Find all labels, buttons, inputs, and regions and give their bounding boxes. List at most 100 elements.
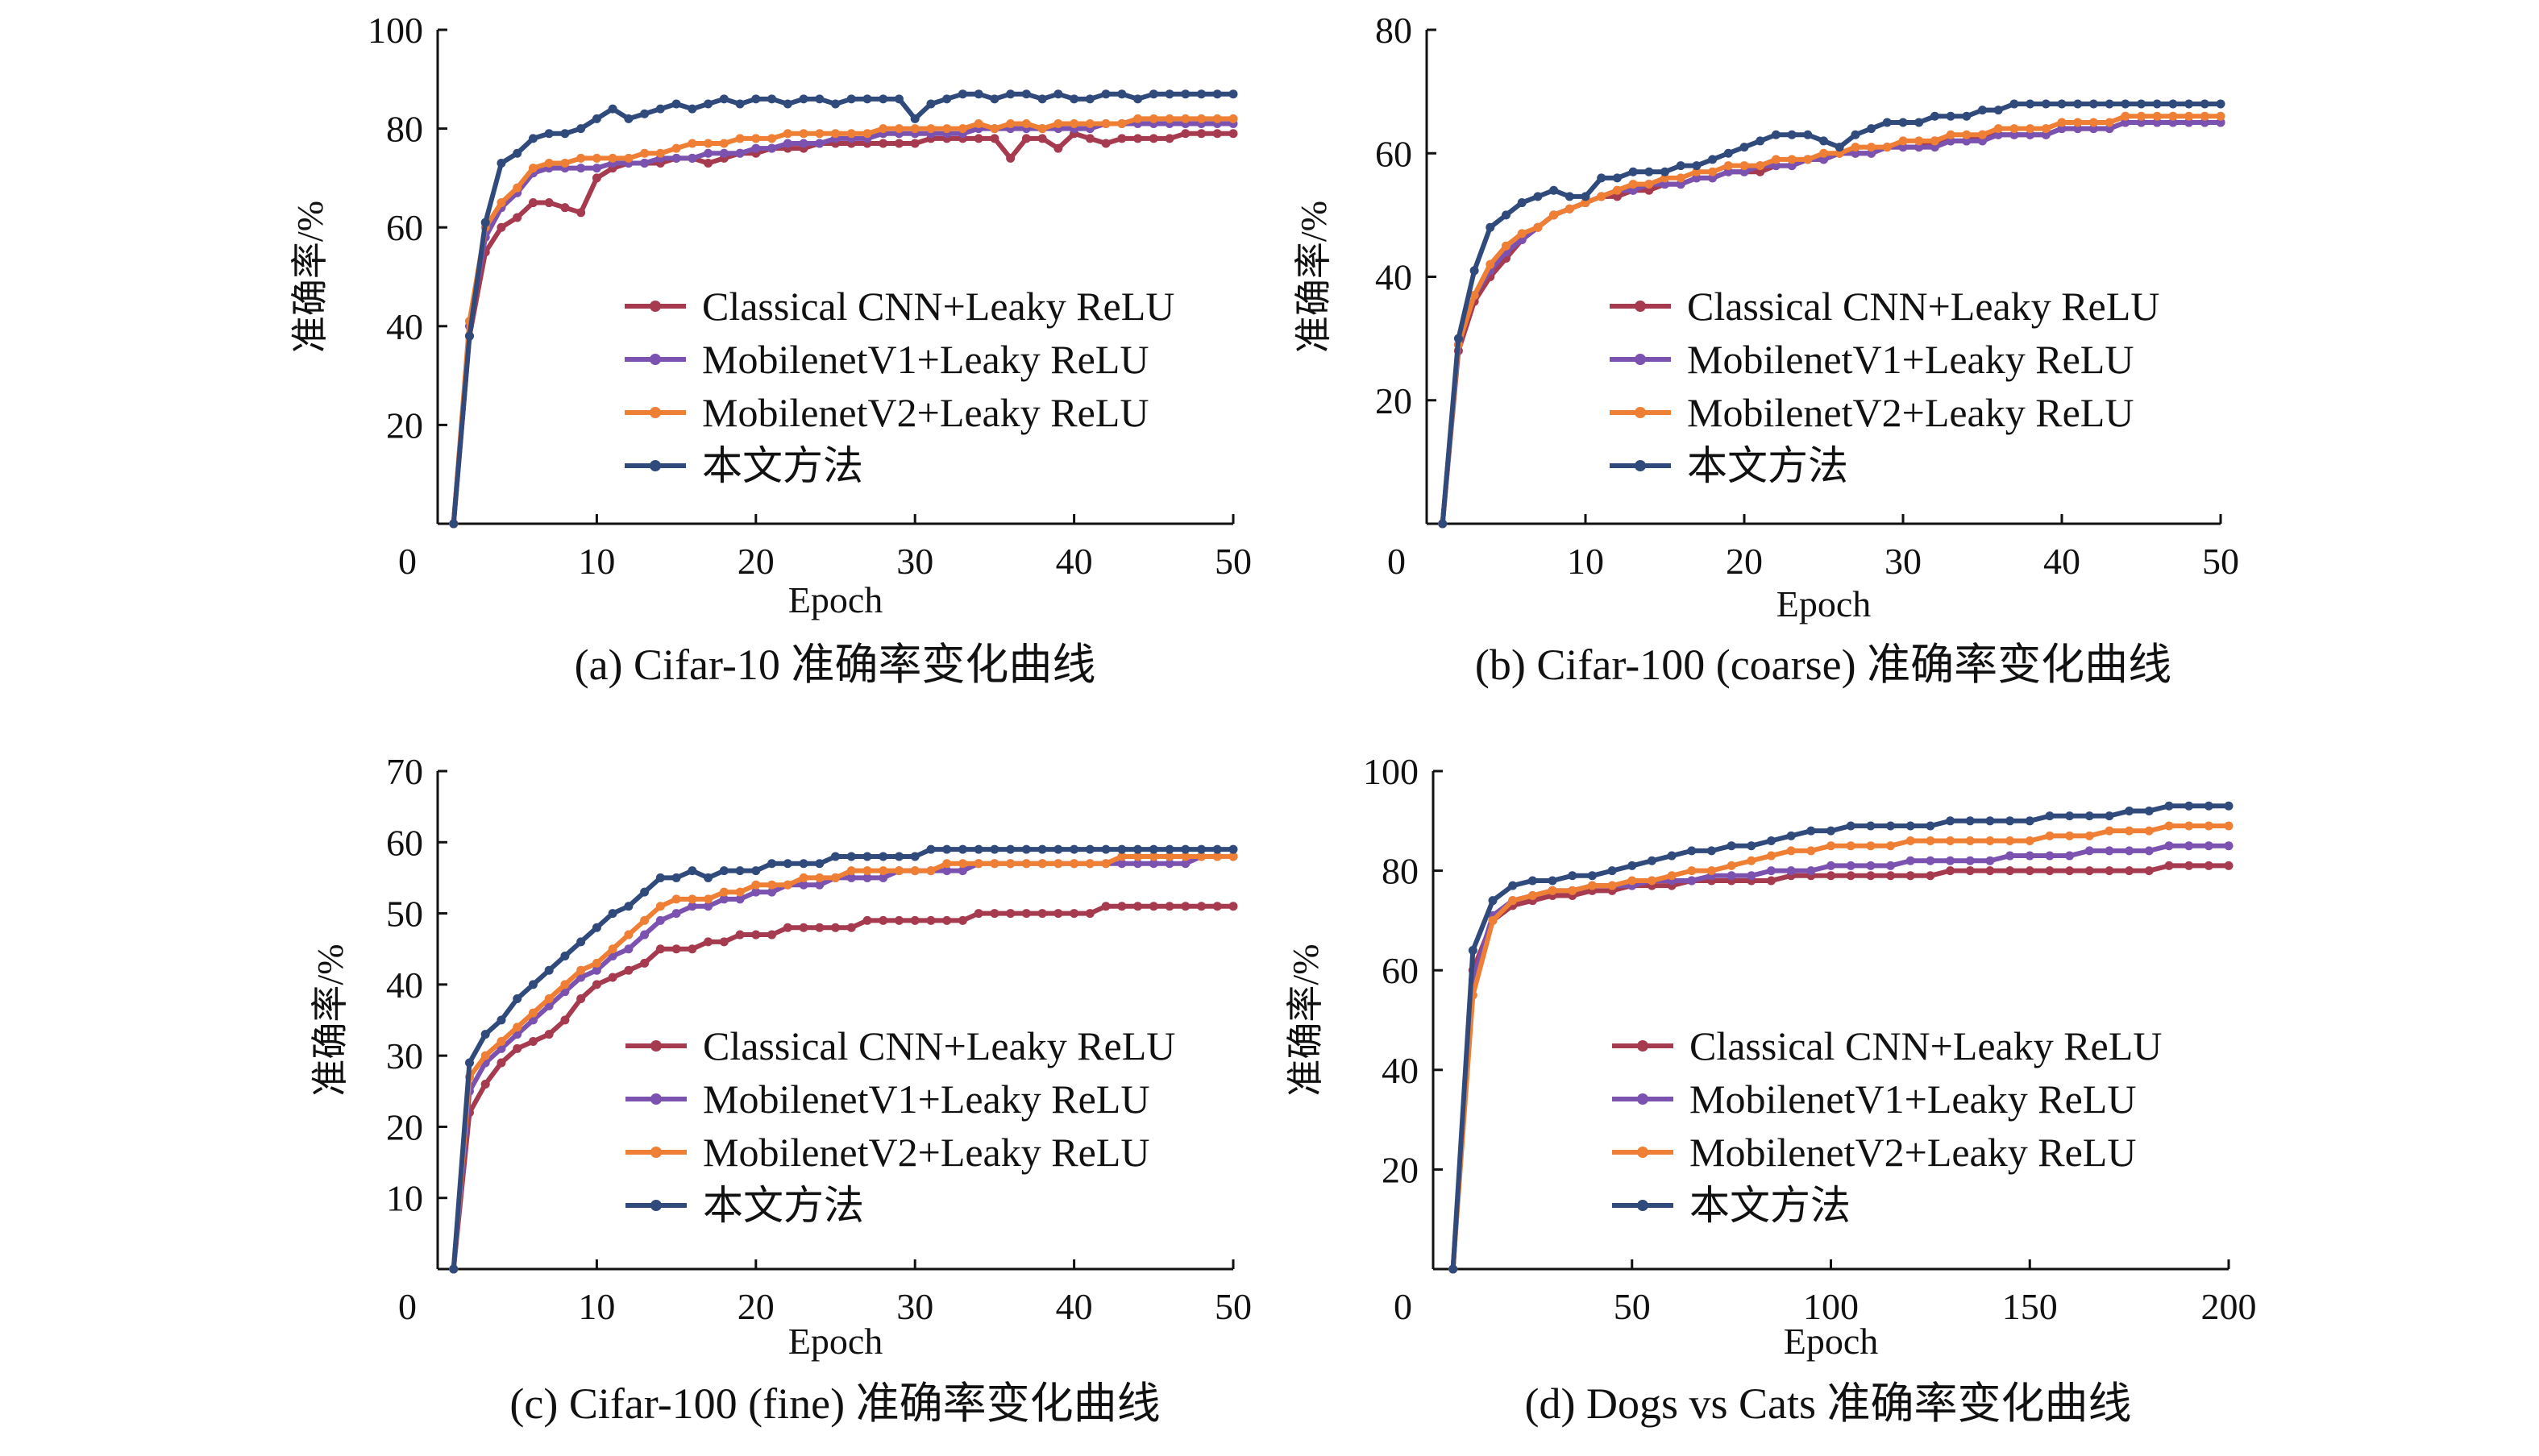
data-point-v2 [1165,852,1174,861]
data-point-ours [1612,173,1622,183]
data-point-ours [831,99,840,109]
data-point-v1 [1985,856,1995,865]
data-point-v2 [831,129,840,139]
data-point-v2 [1660,173,1669,183]
data-point-v1 [1747,871,1756,881]
data-point-classical [544,1030,554,1039]
data-point-v1 [1676,180,1685,189]
data-point-v1 [751,143,761,153]
data-point-v2 [624,930,634,940]
data-point-v2 [1548,886,1557,895]
data-point-v2 [2088,118,2098,127]
data-point-ours [1628,167,1638,176]
data-point-ours [1117,89,1127,99]
data-point-v2 [2168,111,2178,121]
data-point-ours [894,94,904,104]
data-point-ours [1453,334,1463,343]
data-point-v1 [879,873,888,882]
data-point-ours [783,859,792,869]
data-point-v2 [2216,111,2225,121]
y-tick-label: 100 [1363,751,1419,792]
y-axis-label: 准确率/% [1293,201,1334,353]
data-point-v1 [1898,143,1908,152]
data-point-v1 [1149,859,1158,869]
y-tick-label: 100 [368,10,423,51]
chart-caption: (c) Cifar-100 (fine) 准确率变化曲线 [509,1379,1160,1428]
data-point-ours [1101,844,1111,854]
legend-marker-ours [650,460,661,471]
data-point-classical [1021,909,1031,919]
data-point-ours [1667,851,1677,861]
data-point-v1 [1771,161,1781,171]
data-point-v2 [1851,143,1860,152]
data-point-v2 [1181,852,1191,861]
data-point-v2 [1228,852,1238,861]
data-point-classical [480,1079,490,1089]
data-point-classical [528,198,538,208]
data-point-classical [2005,866,2015,876]
data-point-classical [1070,909,1079,919]
data-point-v2 [1946,836,1955,846]
data-point-v1 [624,944,634,954]
data-point-v2 [1835,148,1844,158]
data-point-v1 [2041,130,2051,139]
data-point-v2 [974,118,983,128]
data-point-classical [862,915,872,925]
data-point-classical [704,159,713,168]
data-point-v1 [2105,124,2114,134]
data-point-ours [1739,143,1749,152]
data-point-ours [2216,99,2225,109]
data-point-ours [1468,945,1477,955]
data-point-v2 [1819,148,1828,158]
data-point-v1 [1739,167,1749,176]
data-point-v2 [1502,241,1511,251]
data-point-v1 [2216,118,2225,127]
data-point-ours [767,94,777,104]
data-point-v1 [2184,841,2194,851]
data-point-classical [1886,871,1896,881]
data-point-v2 [1527,891,1537,900]
data-point-ours [735,99,745,109]
data-point-classical [688,944,697,954]
data-point-ours [1766,836,1776,846]
data-point-classical [592,980,601,989]
data-point-v2 [1867,143,1876,152]
data-point-v1 [688,902,697,911]
data-point-classical [1037,134,1047,143]
data-point-ours [2164,801,2174,811]
data-point-classical [2125,866,2134,876]
data-point-ours [879,852,888,861]
data-point-v1 [592,965,601,975]
data-point-v2 [767,134,777,143]
data-point-ours [2144,806,2154,815]
data-point-classical [2224,861,2234,870]
x-tick-label: 40 [1056,541,1093,582]
data-point-ours [1946,816,1955,826]
legend-marker-v2 [650,407,661,418]
data-point-v1 [671,909,681,919]
data-point-ours [1787,130,1797,139]
data-point-ours [2084,811,2094,821]
data-point-ours [576,124,586,134]
data-point-v2 [2152,111,2162,121]
data-point-v2 [608,944,617,954]
y-tick-label: 50 [386,894,423,935]
data-point-ours [926,844,936,854]
data-point-classical [1085,134,1095,143]
data-point-ours [1070,94,1079,104]
data-point-ours [1165,844,1174,854]
chart-panel-1: 20 40 60 80 100 0 10 20 30 40 50 Epoch 准确率/% Classica… [289,10,1252,689]
x-tick-label: 100 [1803,1286,1859,1327]
data-point-v1 [1819,155,1828,164]
y-tick-label: 30 [386,1035,423,1076]
y-tick-label: 60 [386,822,423,863]
data-point-v2 [1469,290,1479,300]
data-point-v2 [1708,167,1718,176]
data-point-ours [1771,130,1781,139]
data-point-v2 [1597,192,1606,201]
y-axis-label: 准确率/% [1285,944,1326,1096]
data-point-v2 [1687,866,1697,876]
data-point-classical [655,944,665,954]
data-point-v1 [735,148,745,158]
data-point-ours [1747,841,1756,851]
